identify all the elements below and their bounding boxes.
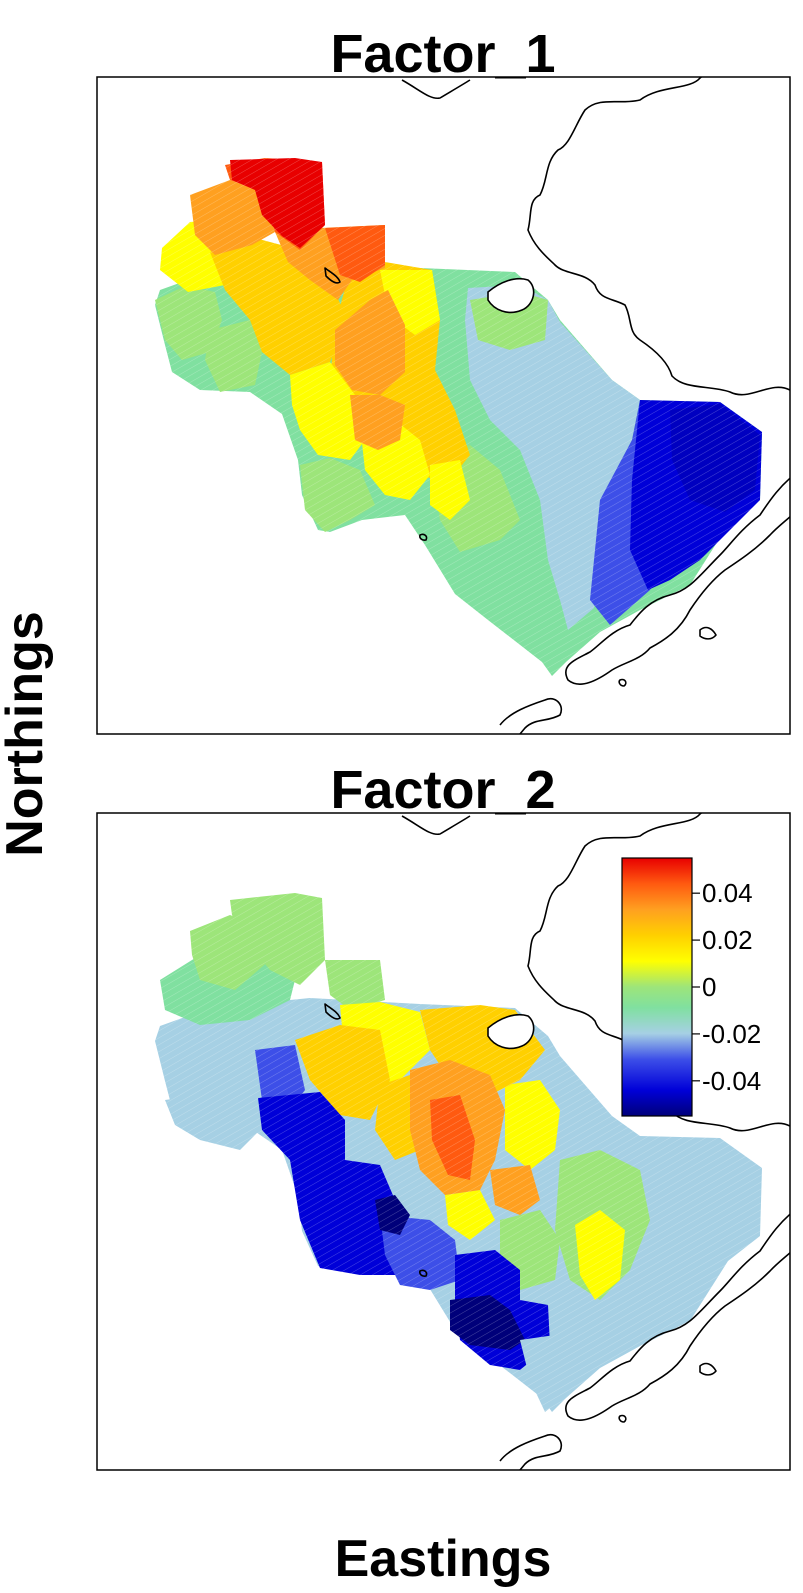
map-area bbox=[150, 77, 790, 734]
legend-tick-label: 0 bbox=[702, 972, 716, 1002]
legend-colorbar bbox=[621, 857, 693, 1117]
legend-tick-label: -0.02 bbox=[702, 1019, 761, 1049]
panel-factor-2: Factor_2 bbox=[96, 760, 791, 1471]
island bbox=[487, 1013, 535, 1050]
map-frame bbox=[96, 76, 791, 735]
map-area bbox=[150, 813, 790, 1470]
x-axis-label: Eastings bbox=[335, 1530, 552, 1588]
coastline bbox=[324, 77, 790, 734]
legend-tick-label: 0.04 bbox=[702, 878, 753, 908]
legend-tick-label: -0.04 bbox=[702, 1066, 761, 1096]
panel-title: Factor_1 bbox=[330, 24, 555, 84]
panel-title: Factor_2 bbox=[330, 760, 555, 820]
surface-texture bbox=[150, 150, 770, 690]
factor-surface bbox=[150, 150, 770, 690]
legend-ticks: 0.04 0.02 0 -0.02 -0.04 bbox=[692, 878, 761, 1096]
factor-surface bbox=[150, 886, 770, 1426]
island bbox=[487, 277, 535, 314]
panel-factor-1: Factor_1 bbox=[96, 24, 791, 735]
y-axis-label: Northings bbox=[0, 611, 54, 857]
legend-tick-label: 0.02 bbox=[702, 925, 753, 955]
map-frame bbox=[96, 812, 791, 1471]
color-legend: 0.04 0.02 0 -0.02 -0.04 bbox=[621, 857, 761, 1117]
